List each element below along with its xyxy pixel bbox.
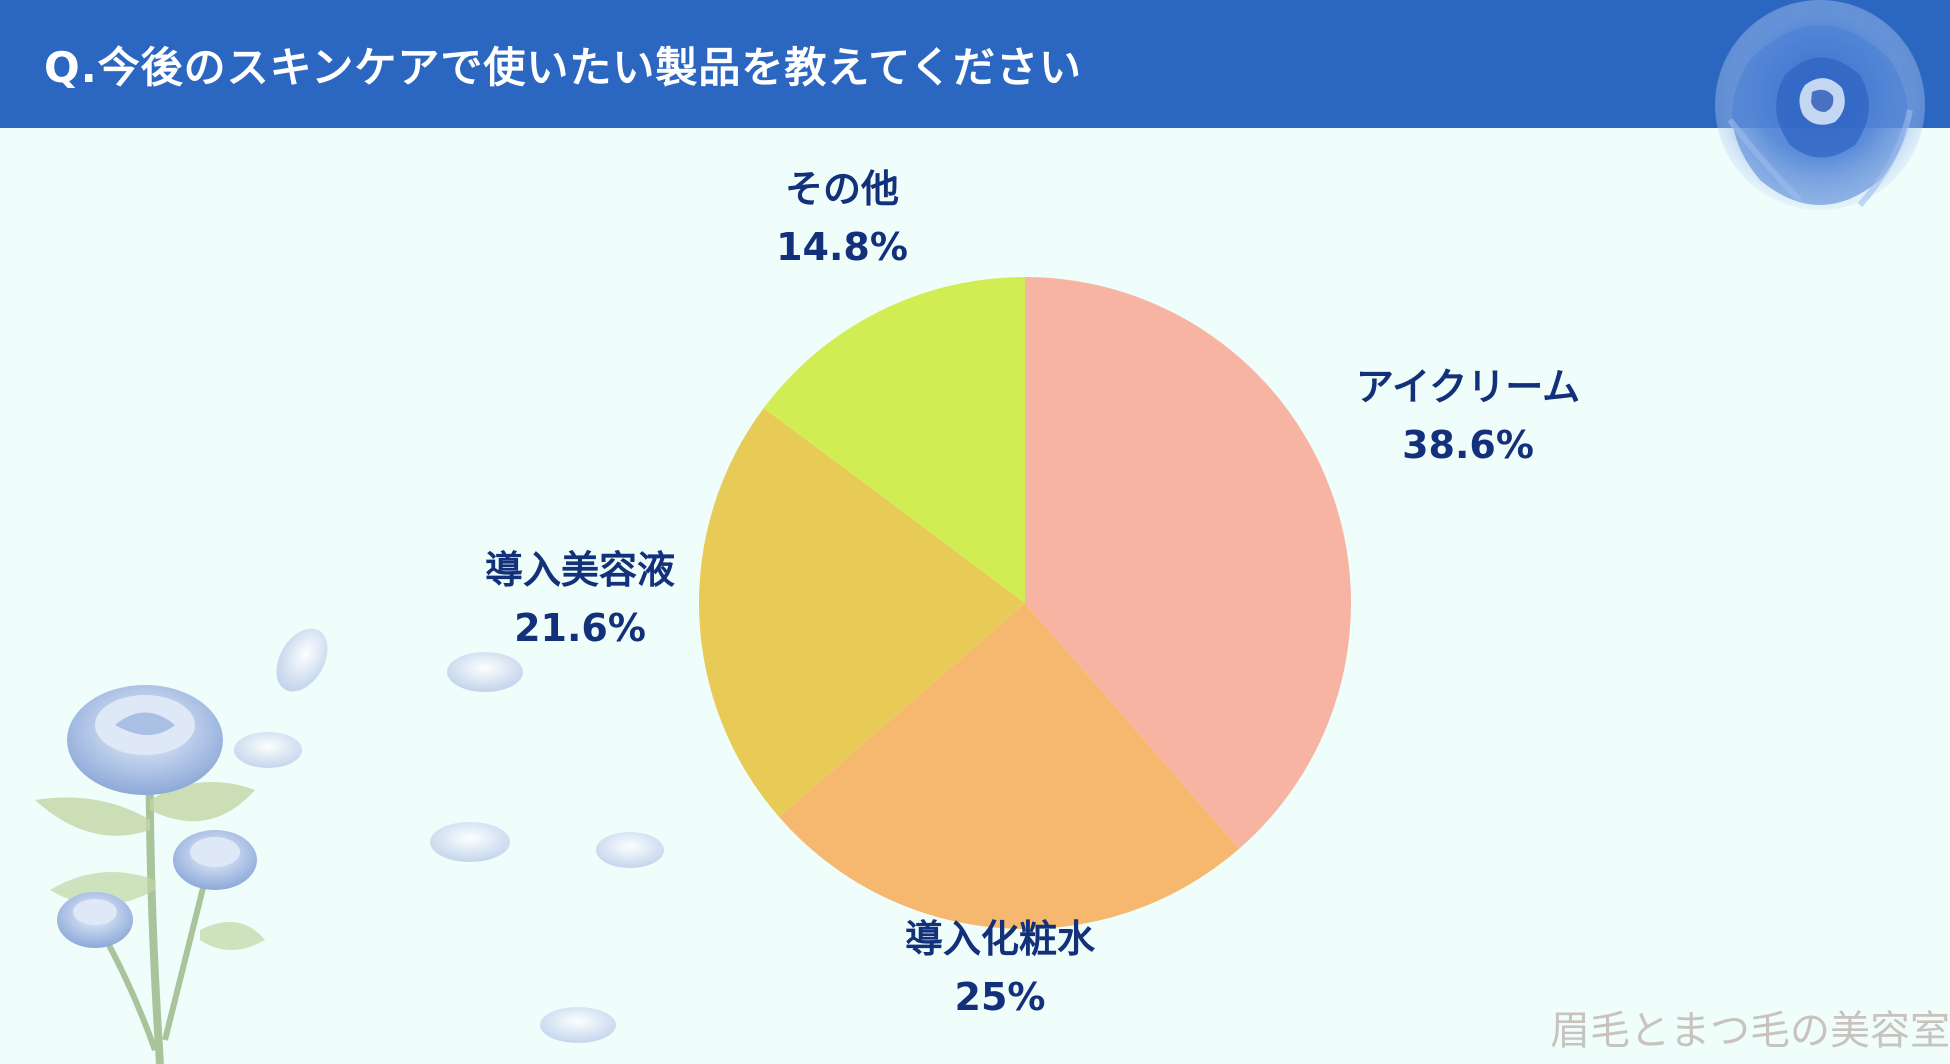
pie-slice-3 (698, 408, 1025, 818)
slice-category-label: その他 (785, 167, 899, 211)
page-title: Q.今後のスキンケアで使いたい製品を教えてください (44, 43, 1083, 92)
slice-value-label: 21.6% (514, 606, 646, 650)
slice-value-label: 14.8% (776, 225, 908, 269)
rose-illustration-top-right (1715, 0, 1925, 210)
slice-value-label: 25% (955, 975, 1046, 1019)
pie-labels: アイクリーム 38.6% 導入化粧水 25% 導入美容液 21.6% その他 14.8% (485, 167, 1580, 1019)
header-bar: Q.今後のスキンケアで使いたい製品を教えてください (0, 0, 1950, 128)
pie-slice-2 (779, 603, 1240, 930)
slice-category-label: アイクリーム (1356, 365, 1580, 409)
pie-slice-1 (1025, 277, 1352, 849)
watermark-text: 眉毛とまつ毛の美容室 (1550, 1008, 1950, 1054)
slice-category-label: 導入美容液 (485, 548, 675, 592)
rose-illustration-bottom-left (35, 628, 664, 1064)
slice-category-label: 導入化粧水 (905, 917, 1096, 961)
slice-value-label: 38.6% (1402, 423, 1534, 467)
pie-slices (698, 277, 1352, 930)
pie-slice-4 (763, 277, 1025, 603)
